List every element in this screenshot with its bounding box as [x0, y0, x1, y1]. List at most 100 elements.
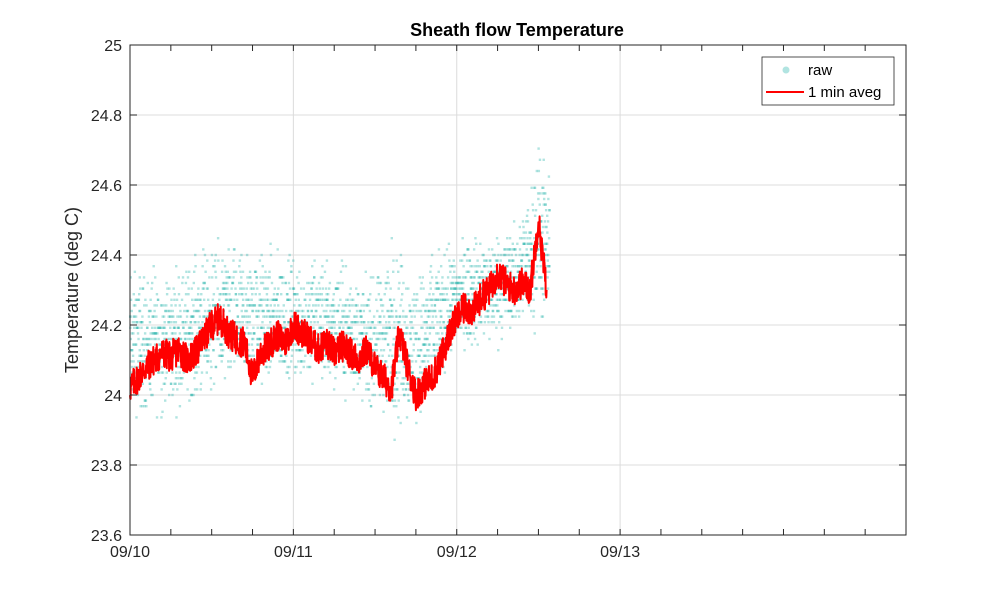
raw-point [508, 259, 511, 262]
raw-point [544, 225, 547, 229]
raw-point [141, 321, 144, 324]
raw-point [532, 276, 536, 279]
raw-point [419, 309, 423, 313]
raw-point [286, 298, 289, 301]
raw-point [341, 315, 344, 318]
raw-point [225, 293, 228, 296]
raw-point [521, 253, 524, 257]
raw-point [424, 332, 427, 335]
raw-point [280, 354, 283, 357]
raw-point [533, 186, 536, 189]
raw-point [389, 349, 392, 352]
raw-point [212, 349, 215, 352]
raw-point [547, 265, 550, 268]
raw-point [224, 270, 227, 273]
raw-point [382, 393, 385, 397]
raw-point [360, 315, 363, 318]
raw-point [256, 343, 260, 346]
raw-point [245, 321, 248, 324]
raw-point [227, 276, 231, 279]
raw-point [187, 287, 190, 290]
raw-point [486, 309, 490, 313]
raw-point [178, 332, 182, 335]
raw-point [252, 332, 256, 335]
raw-point [169, 326, 172, 329]
raw-point [452, 293, 456, 296]
raw-point [352, 337, 355, 341]
raw-point [495, 259, 499, 262]
raw-point [503, 298, 507, 301]
raw-point [206, 360, 209, 363]
raw-point [170, 304, 173, 307]
raw-point [253, 270, 257, 273]
raw-point [547, 175, 551, 178]
raw-point [237, 326, 241, 329]
raw-point [465, 259, 469, 262]
raw-point [229, 365, 232, 369]
raw-point [508, 237, 512, 240]
raw-point [291, 349, 294, 352]
raw-point [443, 253, 446, 257]
raw-point [358, 332, 362, 335]
raw-point [527, 265, 530, 268]
raw-point [214, 304, 217, 307]
raw-point [503, 248, 506, 251]
raw-point [274, 349, 277, 352]
raw-point [409, 371, 413, 374]
raw-point [160, 371, 163, 374]
raw-point [394, 371, 398, 374]
raw-point [176, 315, 179, 318]
raw-point [308, 304, 311, 307]
raw-point [467, 337, 470, 341]
raw-point [432, 349, 435, 352]
raw-point [146, 326, 149, 329]
raw-point [507, 309, 510, 313]
raw-point [267, 298, 270, 301]
raw-point [284, 281, 288, 285]
raw-point [134, 304, 137, 307]
raw-point [243, 360, 246, 363]
raw-point [514, 248, 517, 251]
raw-point [203, 281, 206, 285]
raw-point [282, 360, 285, 363]
raw-point [163, 382, 167, 385]
raw-point [340, 309, 344, 313]
raw-point [222, 304, 226, 307]
raw-point [251, 304, 254, 307]
raw-point [222, 349, 225, 352]
raw-point [272, 298, 275, 301]
raw-point [288, 287, 292, 290]
raw-point [193, 377, 196, 380]
raw-point [530, 309, 533, 313]
raw-point [352, 321, 355, 324]
raw-point [407, 354, 410, 357]
raw-point [477, 276, 480, 279]
raw-point [321, 265, 324, 268]
raw-point [174, 382, 177, 385]
raw-point [225, 276, 228, 279]
raw-point [191, 332, 194, 335]
raw-point [530, 293, 534, 296]
raw-point [476, 281, 480, 285]
raw-point [143, 354, 146, 357]
raw-point [145, 304, 148, 307]
raw-point [457, 287, 461, 290]
raw-point [227, 365, 230, 369]
raw-point [203, 281, 207, 285]
raw-point [394, 315, 398, 318]
raw-point [349, 326, 352, 329]
raw-point [312, 315, 315, 318]
raw-point [499, 298, 502, 301]
raw-point [299, 287, 303, 290]
raw-point [324, 287, 328, 290]
raw-point [517, 270, 520, 273]
raw-point [187, 326, 191, 329]
raw-point [221, 354, 224, 357]
raw-point [160, 416, 163, 419]
raw-point [487, 315, 490, 318]
raw-point [537, 169, 541, 173]
raw-point [366, 298, 370, 301]
raw-point [318, 343, 321, 346]
raw-point [185, 309, 188, 313]
raw-point [218, 293, 221, 296]
